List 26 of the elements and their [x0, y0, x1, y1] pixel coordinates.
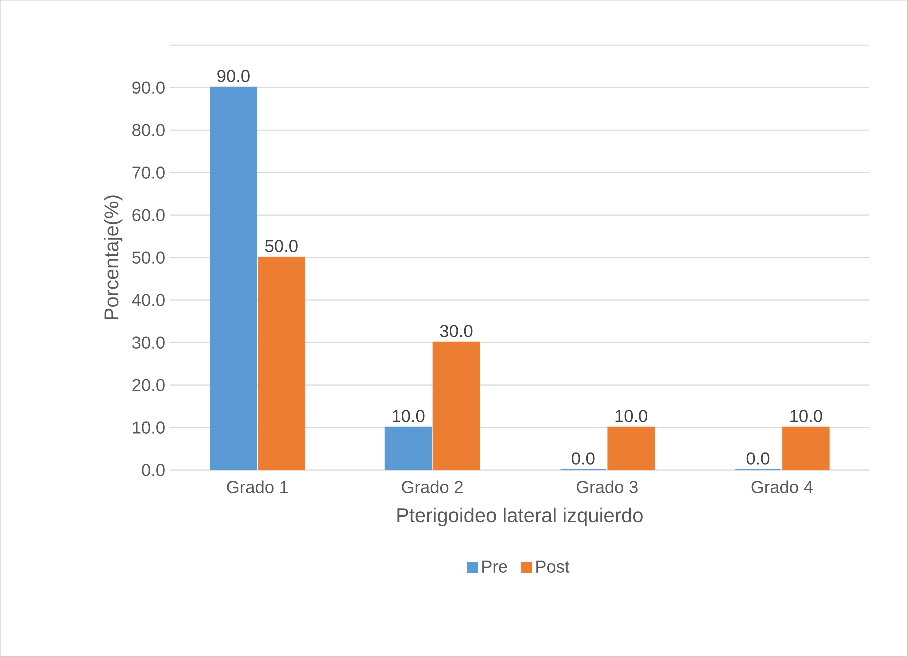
data-label: 10.0 — [790, 410, 822, 422]
data-label: 10.0 — [616, 410, 648, 422]
x-tick-label: Grado 1 — [227, 480, 288, 494]
y-tick-label: 90.0 — [132, 82, 165, 94]
y-tick-label: 80.0 — [132, 124, 165, 136]
y-tick-label: 50.0 — [132, 252, 165, 264]
y-axis-title: Porcentaje(%) — [104, 196, 123, 320]
y-tick-label: 70.0 — [132, 166, 165, 179]
data-label: 0.0 — [746, 452, 770, 465]
x-axis-title: Pterigoideo lateral izquierdo — [398, 508, 643, 526]
data-label: 50.0 — [265, 240, 298, 252]
data-label: 0.0 — [572, 452, 595, 465]
y-tick-label: 60.0 — [132, 209, 165, 222]
y-tick-label: 10.0 — [133, 422, 165, 434]
y-tick-label: 20.0 — [132, 379, 165, 392]
x-tick-label: Grado 3 — [576, 480, 638, 494]
y-tick-label: 40.0 — [132, 294, 165, 306]
legend-label: Pre — [482, 560, 508, 573]
y-tick-label: 0.0 — [142, 464, 165, 476]
x-tick-label: Grado 4 — [752, 480, 813, 494]
data-label: 30.0 — [440, 325, 473, 338]
legend-label: Post — [536, 560, 570, 573]
data-label: 10.0 — [393, 410, 425, 422]
data-label: 90.0 — [218, 70, 250, 82]
y-tick-label: 30.0 — [132, 336, 165, 349]
x-tick-label: Grado 2 — [402, 480, 463, 494]
